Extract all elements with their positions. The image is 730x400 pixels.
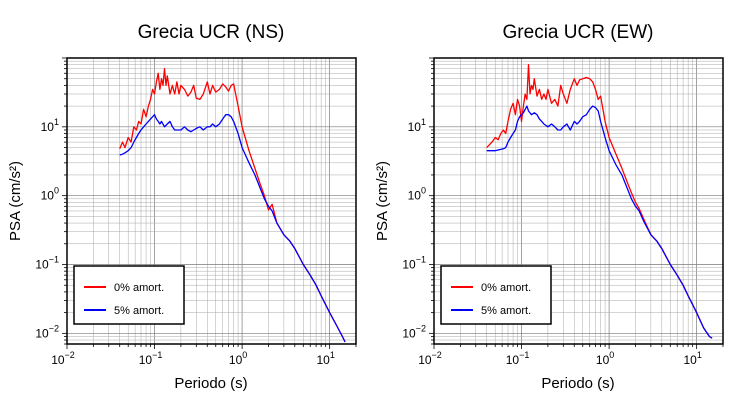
axis-ticks: 10−2 10−1 100 101 10−2 10−1 100 101 [402, 57, 724, 367]
x-tick-label: 10−2 [51, 350, 75, 367]
axis-ticks: 10−2 10−1 100 101 10−2 10−1 100 101 [35, 57, 357, 367]
x-tick-label: 101 [683, 350, 701, 367]
y-tick-label: 10−1 [402, 255, 426, 272]
x-axis-label: Periodo (s) [541, 375, 614, 392]
series-line-1 [119, 114, 346, 343]
y-tick-label: 100 [41, 186, 59, 203]
grid [66, 57, 357, 345]
chart-panel-ew: Grecia UCR (EW) 10−2 10−1 100 10110−210−110… [374, 22, 724, 392]
x-tick-label: 10−2 [418, 350, 442, 367]
legend-box [73, 265, 185, 325]
x-tick-label: 10−1 [139, 350, 163, 367]
y-tick-label: 100 [408, 186, 426, 203]
series-line-1 [486, 105, 713, 339]
series-lines [486, 64, 713, 339]
x-tick-label: 101 [316, 350, 334, 367]
legend-box [440, 265, 552, 325]
legend-label-1: 5% amort. [481, 305, 531, 317]
chart-title: Grecia UCR (NS) [138, 22, 285, 43]
chart-panel-ns: Grecia UCR (NS) 10−2 10−1 100 10110−210−110… [7, 22, 357, 392]
legend: 0% amort. 5% amort. [73, 265, 185, 325]
series-lines [119, 68, 346, 343]
y-tick-label: 10−1 [35, 255, 59, 272]
series-line-0 [486, 64, 713, 339]
x-tick-label: 100 [229, 350, 247, 367]
plot-frame [433, 57, 724, 345]
y-tick-label: 101 [408, 117, 426, 134]
legend-label-1: 5% amort. [114, 305, 164, 317]
plot-frame [66, 57, 357, 345]
y-tick-label: 10−2 [35, 323, 59, 340]
x-tick-label: 10−1 [506, 350, 530, 367]
x-axis-label: Periodo (s) [174, 375, 247, 392]
y-axis-label: PSA (cm/s²) [7, 161, 24, 241]
y-axis-label: PSA (cm/s²) [374, 161, 391, 241]
legend-label-0: 0% amort. [114, 282, 164, 294]
legend-label-0: 0% amort. [481, 282, 531, 294]
y-tick-label: 10−2 [402, 323, 426, 340]
x-tick-label: 100 [596, 350, 614, 367]
y-tick-label: 101 [41, 117, 59, 134]
legend: 0% amort. 5% amort. [440, 265, 552, 325]
chart-title: Grecia UCR (EW) [503, 22, 654, 43]
